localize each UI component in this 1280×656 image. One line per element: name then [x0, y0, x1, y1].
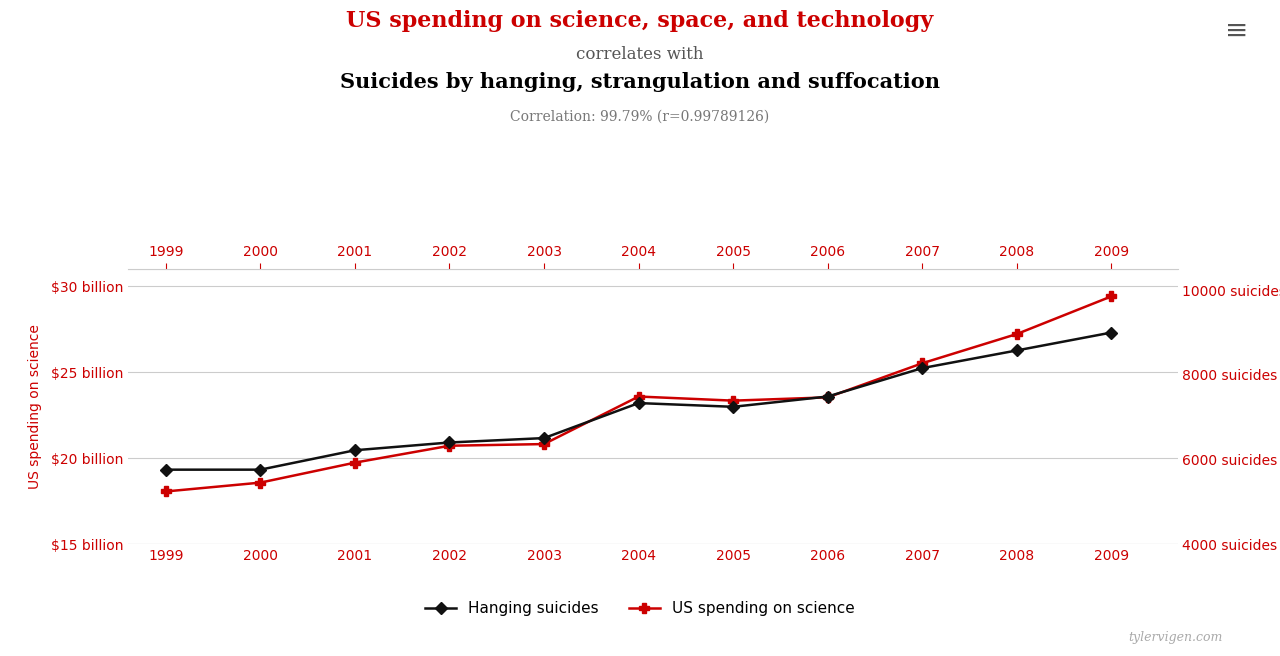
Text: ≡: ≡: [1225, 16, 1248, 45]
Text: Correlation: 99.79% (r=0.99789126): Correlation: 99.79% (r=0.99789126): [511, 110, 769, 123]
Legend: Hanging suicides, US spending on science: Hanging suicides, US spending on science: [419, 595, 861, 622]
Text: tylervigen.com: tylervigen.com: [1128, 631, 1222, 644]
Y-axis label: US spending on science: US spending on science: [28, 324, 42, 489]
Text: correlates with: correlates with: [576, 46, 704, 63]
Text: Suicides by hanging, strangulation and suffocation: Suicides by hanging, strangulation and s…: [340, 72, 940, 92]
Text: US spending on science, space, and technology: US spending on science, space, and techn…: [347, 10, 933, 32]
